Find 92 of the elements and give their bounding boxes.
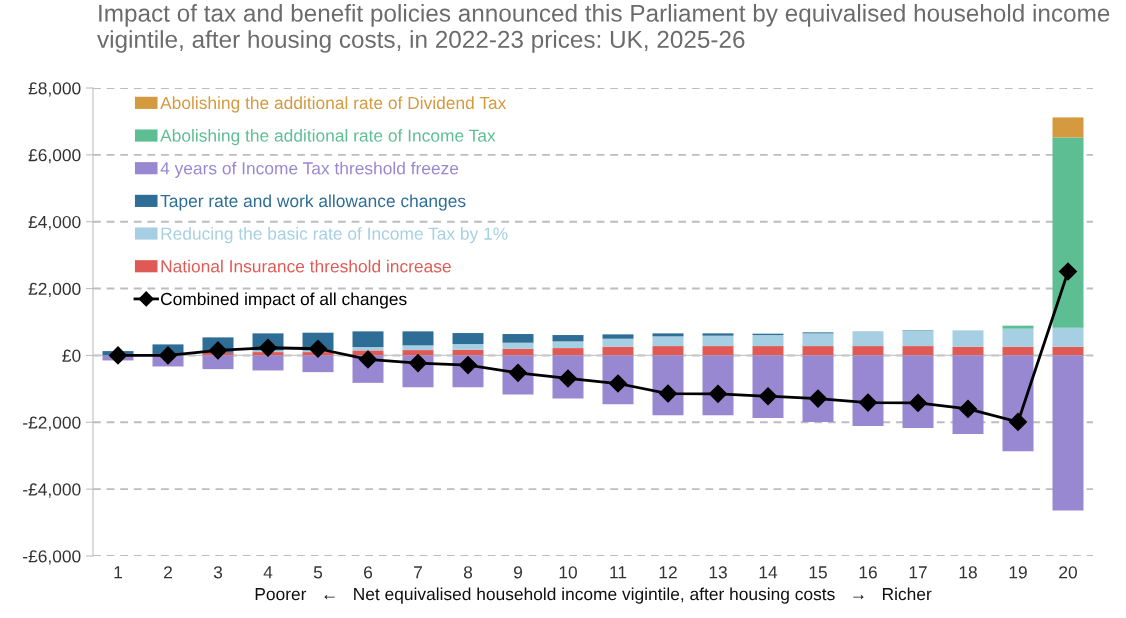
bar <box>502 348 534 356</box>
bar <box>352 331 384 348</box>
x-tick-label: 17 <box>909 566 927 579</box>
x-tick-label: 9 <box>513 566 523 579</box>
y-tick-label: £6,000 <box>28 149 81 164</box>
bar <box>802 333 834 347</box>
bar <box>202 355 234 370</box>
bar <box>1052 117 1084 138</box>
bar <box>902 346 934 356</box>
bar <box>452 333 484 345</box>
bar <box>602 338 634 347</box>
point <box>1008 412 1028 431</box>
legend-label: 4 years of Income Tax threshold freeze <box>160 161 459 178</box>
bar <box>902 330 934 347</box>
x-tick-label: 3 <box>213 566 223 579</box>
x-tick-label: 16 <box>859 566 877 579</box>
x-tick-label: 8 <box>463 566 473 579</box>
point <box>308 339 328 358</box>
y-tick-label: £0 <box>62 349 81 362</box>
legend-label: Abolishing the additional rate of Dividend Tax <box>160 96 507 113</box>
x-tick-label: 7 <box>414 566 422 579</box>
x-tick-label: 14 <box>759 566 778 579</box>
bar <box>652 333 684 337</box>
point <box>908 393 928 412</box>
point <box>958 399 978 418</box>
y-tick-label: £2,000 <box>28 282 81 298</box>
bar <box>752 335 784 347</box>
bar <box>552 335 584 342</box>
x-tick-label: 5 <box>313 566 323 579</box>
bar <box>402 350 434 356</box>
bar <box>852 332 884 347</box>
bar <box>652 336 684 347</box>
point <box>258 338 278 357</box>
point <box>158 346 178 365</box>
y-tick-label: -£2,000 <box>23 416 81 431</box>
bar <box>402 345 434 351</box>
bar <box>802 346 834 356</box>
point <box>858 393 878 412</box>
x-tick-label: 18 <box>959 566 977 579</box>
x-tick-label: 1 <box>114 566 122 579</box>
bar <box>602 334 634 339</box>
bar <box>1002 346 1034 356</box>
bar <box>802 355 834 422</box>
x-tick-label: 13 <box>709 566 727 579</box>
point <box>1058 262 1078 281</box>
bar <box>552 341 584 349</box>
bar <box>952 346 984 356</box>
x-tick-label: 15 <box>809 566 827 579</box>
chart-title: Impact of tax and benefit policies announced this Parliament by equivalised household income vigintile, after housing costs, in 2022-23 prices: UK, 2025-26 <box>97 4 1110 53</box>
bar <box>1002 325 1034 329</box>
bar <box>852 346 884 356</box>
bar <box>302 355 334 373</box>
bar <box>552 348 584 356</box>
y-tick-label: -£4,000 <box>23 483 81 498</box>
x-tick-label: 19 <box>1009 566 1027 579</box>
legend-label: Abolishing the additional rate of Income Tax <box>160 129 496 146</box>
y-tick-label: -£6,000 <box>23 550 81 565</box>
legend-label: Combined impact of all changes <box>161 292 407 309</box>
bar <box>852 355 884 426</box>
bar <box>952 355 984 434</box>
bar <box>1002 328 1034 347</box>
bar <box>952 330 984 347</box>
legend-label: Taper rate and work allowance changes <box>160 194 466 211</box>
bar <box>702 346 734 356</box>
bar <box>502 342 534 349</box>
x-tick-label: 20 <box>1059 566 1077 579</box>
bar <box>402 331 434 346</box>
x-tick-label: 4 <box>263 566 273 579</box>
point <box>208 341 228 360</box>
point <box>108 346 128 365</box>
bar <box>702 335 734 347</box>
x-tick-label: 6 <box>364 566 373 579</box>
bar <box>1052 355 1084 511</box>
bar <box>702 333 734 336</box>
x-tick-label: 10 <box>559 566 577 579</box>
bar <box>602 346 634 356</box>
bar <box>1052 346 1084 356</box>
bar <box>452 344 484 350</box>
legend-label: National Insurance threshold increase <box>161 259 451 273</box>
bar <box>752 346 784 356</box>
y-tick-label: £8,000 <box>28 82 81 97</box>
x-tick-label: 12 <box>659 566 677 579</box>
bar <box>652 346 684 356</box>
bar <box>1052 327 1084 347</box>
x-tick-label: 11 <box>610 566 627 579</box>
bar <box>252 355 284 371</box>
bar <box>1052 137 1084 328</box>
bar <box>502 334 534 343</box>
y-tick-label: £4,000 <box>28 215 81 231</box>
x-axis-title: Poorer ← Net equivalised household income vigintile, after housing costs → Richer <box>255 587 932 604</box>
x-tick-label: 2 <box>164 566 172 579</box>
legend-label: Reducing the basic rate of Income Tax by 1% <box>161 227 508 244</box>
